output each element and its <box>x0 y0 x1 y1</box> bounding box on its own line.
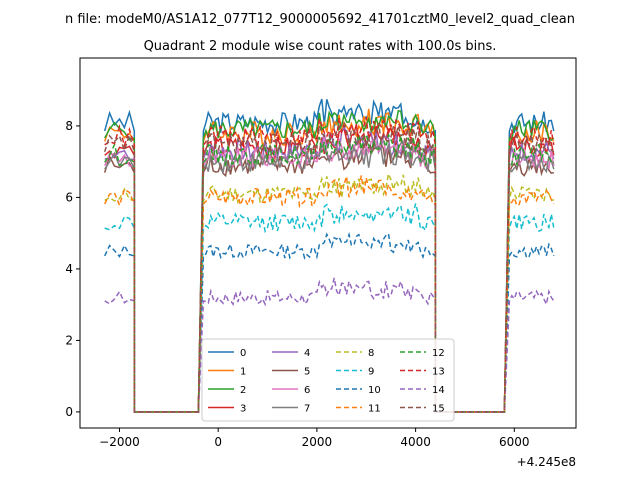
legend-label: 7 <box>304 404 310 415</box>
legend-label: 4 <box>304 348 310 359</box>
x-tick-label: 0 <box>214 435 222 449</box>
legend-label: 14 <box>432 385 445 396</box>
legend-label: 1 <box>240 367 246 378</box>
legend-label: 0 <box>240 348 246 359</box>
y-axis: 0 2 4 6 8 <box>65 119 80 419</box>
y-tick-label: 2 <box>65 333 73 347</box>
x-tick-label: 2000 <box>302 435 333 449</box>
legend-label: 15 <box>432 404 445 415</box>
legend-label: 8 <box>368 348 374 359</box>
legend-box <box>201 338 455 422</box>
axes-frame <box>79 57 577 429</box>
legend-label: 11 <box>368 404 381 415</box>
y-tick-label: 6 <box>65 190 73 204</box>
legend-label: 12 <box>432 348 445 359</box>
series-line-15 <box>103 121 555 413</box>
legend-label: 2 <box>240 385 246 396</box>
x-tick-label: 6000 <box>499 435 530 449</box>
legend-label: 9 <box>368 367 374 378</box>
series-line-14 <box>104 277 555 413</box>
x-axis: −2000 0 2000 4000 6000 <box>99 428 530 449</box>
figure-suptitle: n file: modeM0/AS1A12_077T12_9000005692_… <box>65 12 575 27</box>
series-line-12 <box>104 132 555 413</box>
plot-area <box>103 98 555 413</box>
legend-label: 13 <box>432 367 445 378</box>
y-tick-label: 4 <box>65 262 73 276</box>
x-tick-label: −2000 <box>99 435 140 449</box>
x-offset-label: +4.245e8 <box>517 455 576 469</box>
legend-label: 3 <box>240 404 246 415</box>
y-tick-label: 0 <box>65 405 73 419</box>
series-line-10 <box>104 231 555 413</box>
y-tick-label: 8 <box>65 119 73 133</box>
x-tick-label: 4000 <box>400 435 431 449</box>
legend-label: 10 <box>368 385 381 396</box>
chart-title: Quadrant 2 module wise count rates with … <box>144 39 497 54</box>
legend-label: 6 <box>304 385 310 396</box>
legend-label: 5 <box>304 367 310 378</box>
